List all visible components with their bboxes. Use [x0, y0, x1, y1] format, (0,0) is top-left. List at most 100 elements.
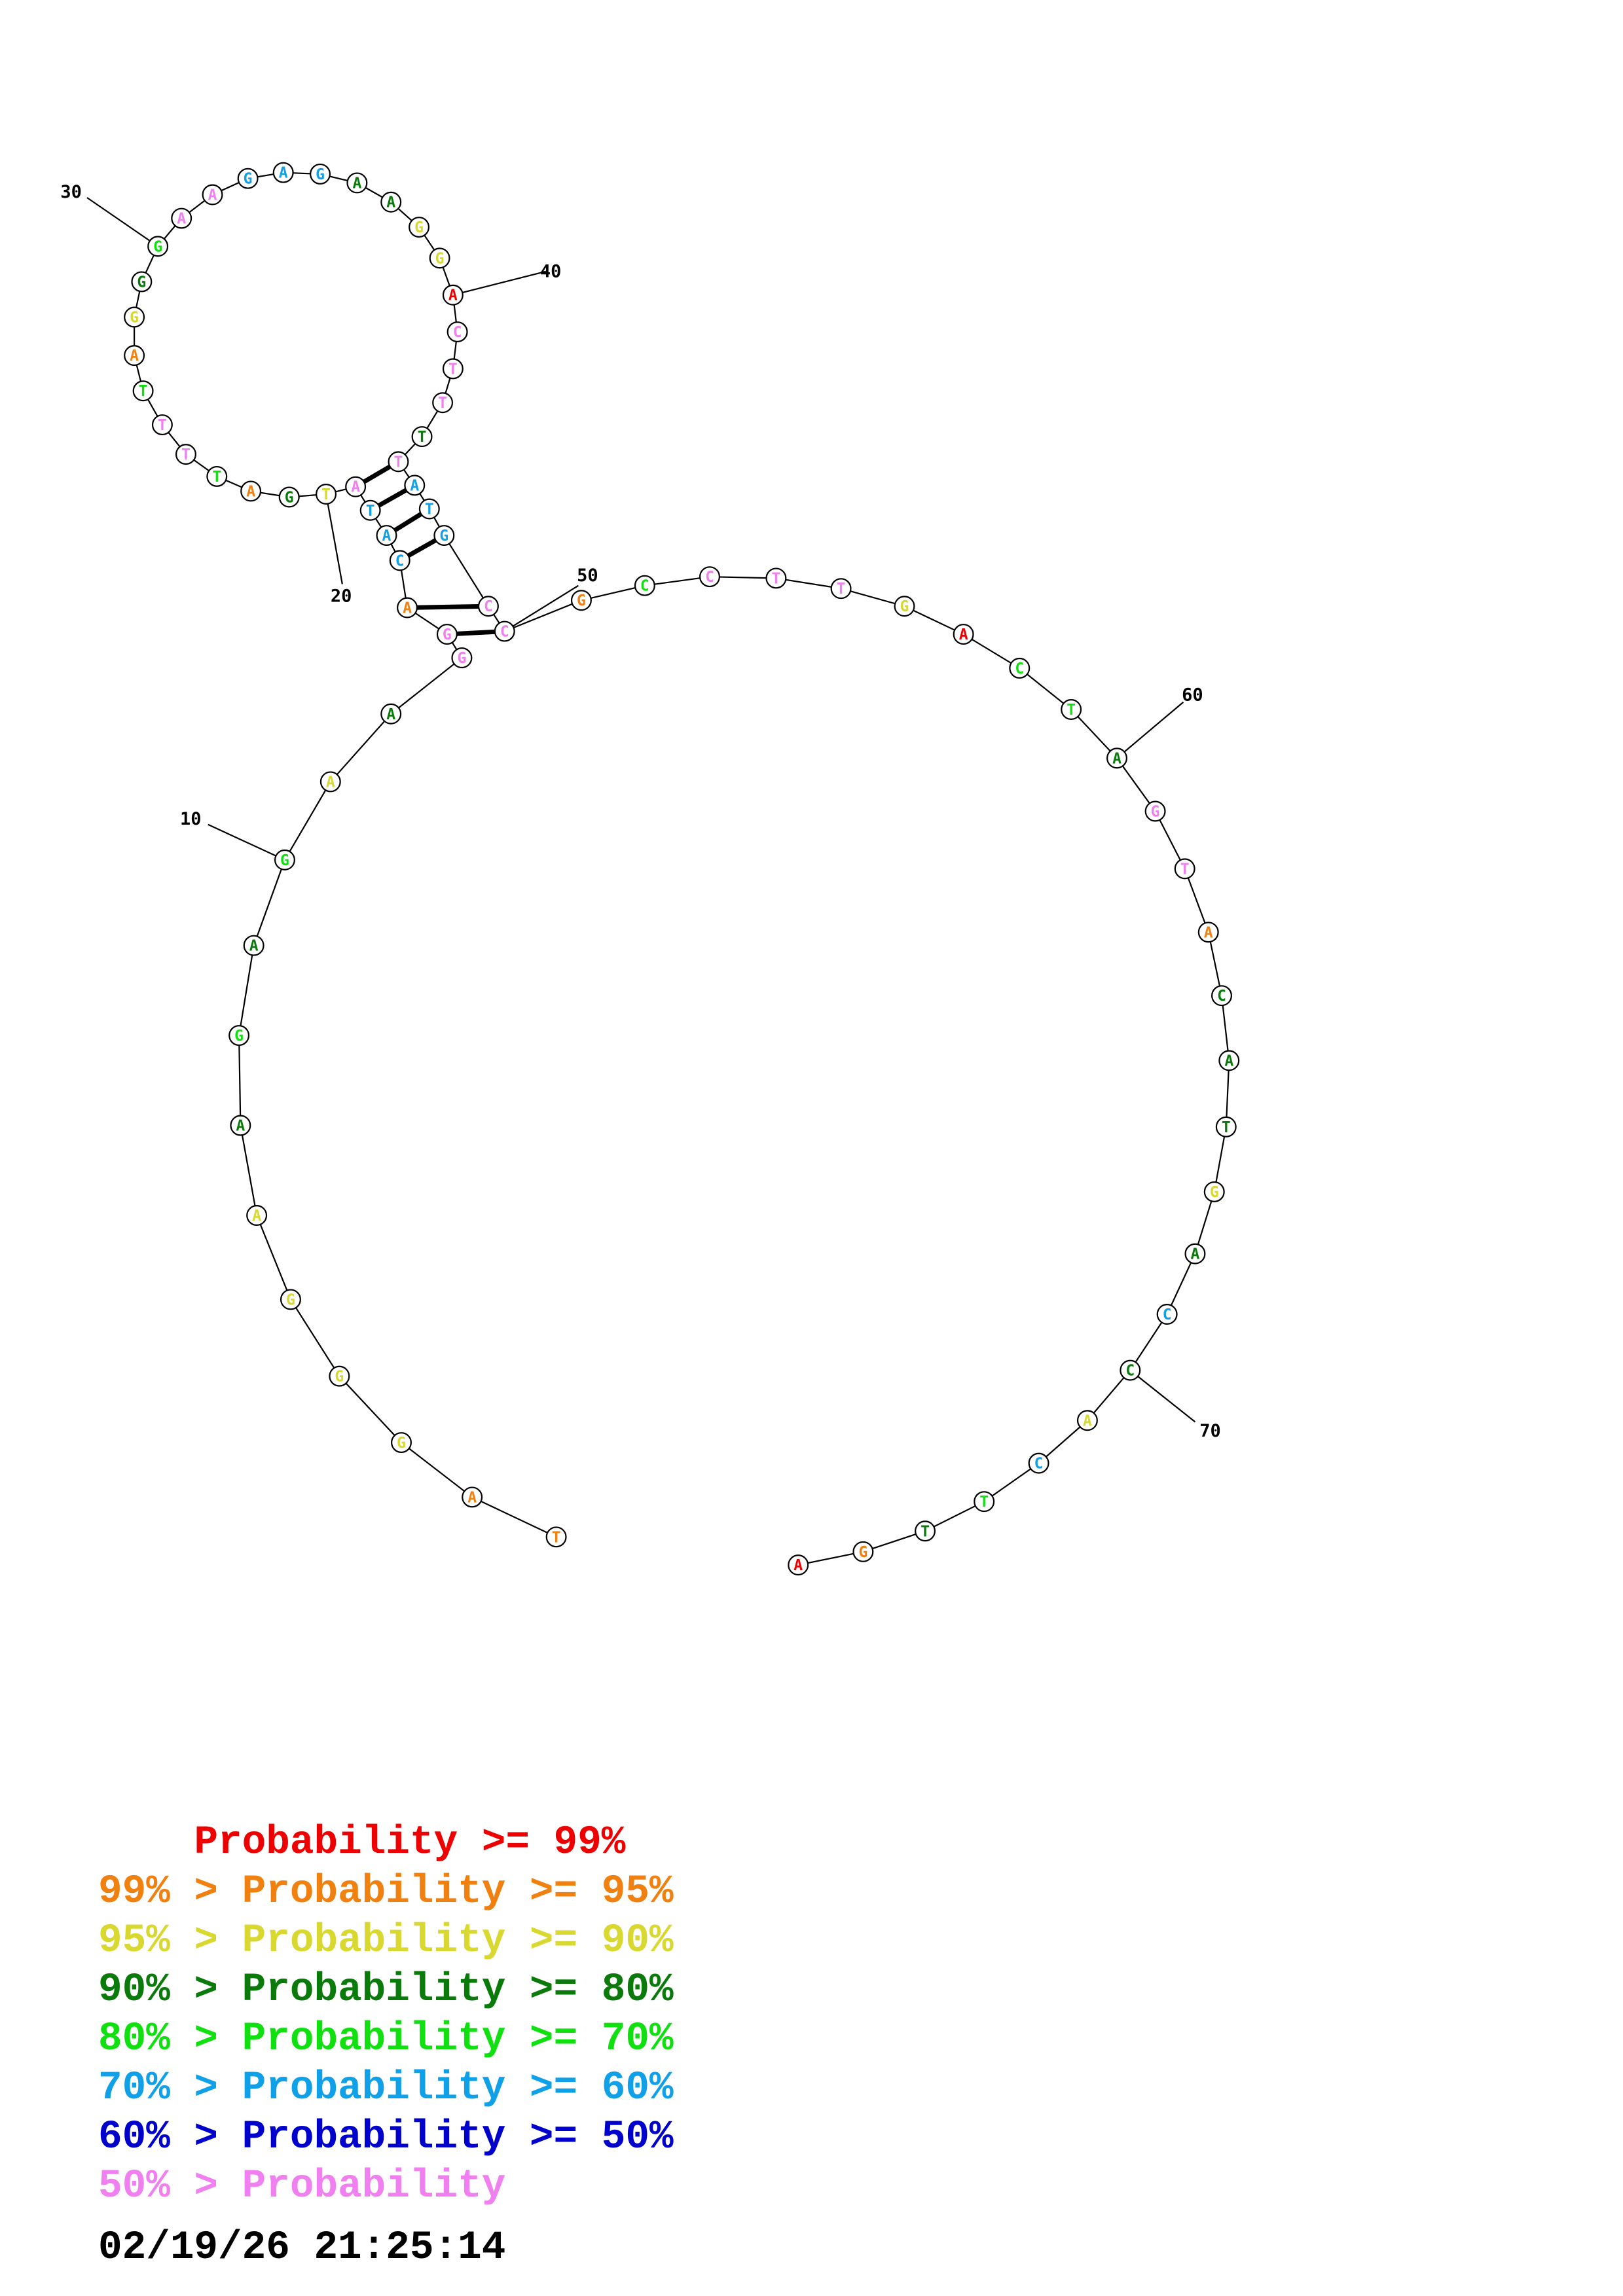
base-circle — [206, 465, 228, 487]
base-62: T — [1174, 858, 1195, 880]
base-43: T — [432, 392, 454, 414]
legend-row: 90% > Probability >= 80% — [98, 1965, 674, 2015]
base-letter: T — [979, 1494, 989, 1511]
position-label-20: 20 — [331, 586, 352, 606]
legend-row: 60% > Probability >= 50% — [98, 2113, 674, 2162]
base-letter: G — [316, 166, 325, 183]
base-letter: G — [900, 598, 909, 615]
base-31: A — [171, 207, 192, 229]
base-letter: C — [500, 624, 509, 641]
base-letter: C — [705, 569, 714, 586]
base-letter: G — [414, 219, 424, 236]
base-circle — [411, 426, 433, 448]
position-ticks: 10 20 30 40 50 60 70 — [60, 182, 1220, 1441]
base-letter: G — [397, 1435, 406, 1452]
base-circle — [228, 1025, 250, 1047]
base-69: C — [1156, 1304, 1178, 1325]
base-circle — [1218, 1050, 1240, 1071]
base-54: T — [765, 567, 787, 589]
base-circle — [376, 525, 397, 547]
base-letter: A — [1224, 1052, 1233, 1069]
legend-prefix: 70% > — [98, 2066, 242, 2111]
base-36: A — [346, 172, 368, 194]
base-letter: T — [771, 570, 780, 587]
base-letter: A — [793, 1557, 803, 1574]
base-circle — [274, 849, 295, 870]
base-circle — [237, 168, 259, 189]
legend-prefix: 90% > — [98, 1967, 242, 2013]
base-circle — [272, 162, 294, 183]
base-letter: G — [435, 250, 445, 267]
base-circle — [280, 1289, 301, 1310]
base-circle — [1203, 1181, 1225, 1202]
base-circle — [404, 475, 426, 496]
base-47: T — [418, 498, 440, 520]
base-45: T — [388, 451, 409, 473]
base-letter: C — [1163, 1306, 1172, 1323]
base-19: A — [345, 476, 367, 497]
backbone — [133, 171, 1230, 1566]
base-letter: A — [130, 348, 139, 365]
base-circle — [788, 1554, 809, 1576]
position-tick-60 — [1116, 701, 1184, 759]
base-8: G — [228, 1025, 250, 1047]
base-letter: T — [418, 429, 427, 446]
base-circle — [974, 1491, 995, 1513]
base-67: G — [1203, 1181, 1225, 1202]
legend-prefix: 50% > — [98, 2164, 242, 2209]
base-40: A — [442, 284, 464, 306]
legend-row: 80% > Probability >= 70% — [98, 2015, 674, 2064]
base-circle — [1120, 1359, 1141, 1381]
base-circle — [246, 1205, 268, 1226]
base-16: C — [389, 550, 410, 571]
base-48: G — [433, 525, 455, 547]
base-18: T — [359, 499, 381, 521]
position-label-60: 60 — [1182, 685, 1203, 705]
base-letter: G — [234, 1028, 244, 1045]
base-letter: C — [1217, 988, 1226, 1005]
base-letter: G — [130, 310, 139, 327]
base-circle — [494, 620, 515, 642]
base-circle — [131, 271, 153, 293]
base-letter: A — [177, 211, 186, 228]
base-circle — [132, 380, 154, 402]
position-tick-40 — [452, 270, 547, 296]
base-letter: G — [137, 274, 146, 291]
base-56: G — [894, 596, 915, 617]
base-letter: A — [351, 479, 360, 496]
base-72: C — [1028, 1452, 1049, 1474]
base-20: T — [316, 483, 337, 505]
base-circle — [388, 451, 409, 473]
base-13: G — [451, 647, 473, 669]
base-circle — [124, 306, 145, 328]
base-circle — [1076, 1410, 1098, 1431]
base-letter: G — [457, 650, 466, 667]
base-30: G — [147, 236, 169, 257]
base-circle — [433, 525, 455, 547]
base-52: C — [634, 575, 655, 596]
base-25: T — [151, 414, 173, 436]
base-circle — [545, 1526, 567, 1548]
base-letter: C — [1015, 660, 1024, 677]
base-37: A — [380, 191, 402, 213]
base-letter: T — [1067, 702, 1076, 719]
base-letter: A — [959, 626, 968, 643]
base-12: A — [380, 703, 402, 725]
base-circle — [397, 597, 418, 619]
base-65: A — [1218, 1050, 1240, 1071]
base-15: A — [397, 597, 418, 619]
base-circle — [310, 163, 331, 185]
position-tick-10 — [208, 823, 285, 861]
base-75: G — [852, 1541, 874, 1562]
base-11: A — [319, 771, 341, 793]
base-circle — [451, 647, 473, 669]
base-2: A — [462, 1486, 483, 1508]
base-76: A — [788, 1554, 809, 1576]
base-letter: A — [252, 1208, 261, 1225]
base-letter: A — [1204, 924, 1213, 941]
base-22: A — [240, 480, 262, 502]
base-29: G — [131, 271, 153, 293]
base-letter: C — [484, 598, 493, 615]
base-circle — [1215, 1116, 1237, 1138]
